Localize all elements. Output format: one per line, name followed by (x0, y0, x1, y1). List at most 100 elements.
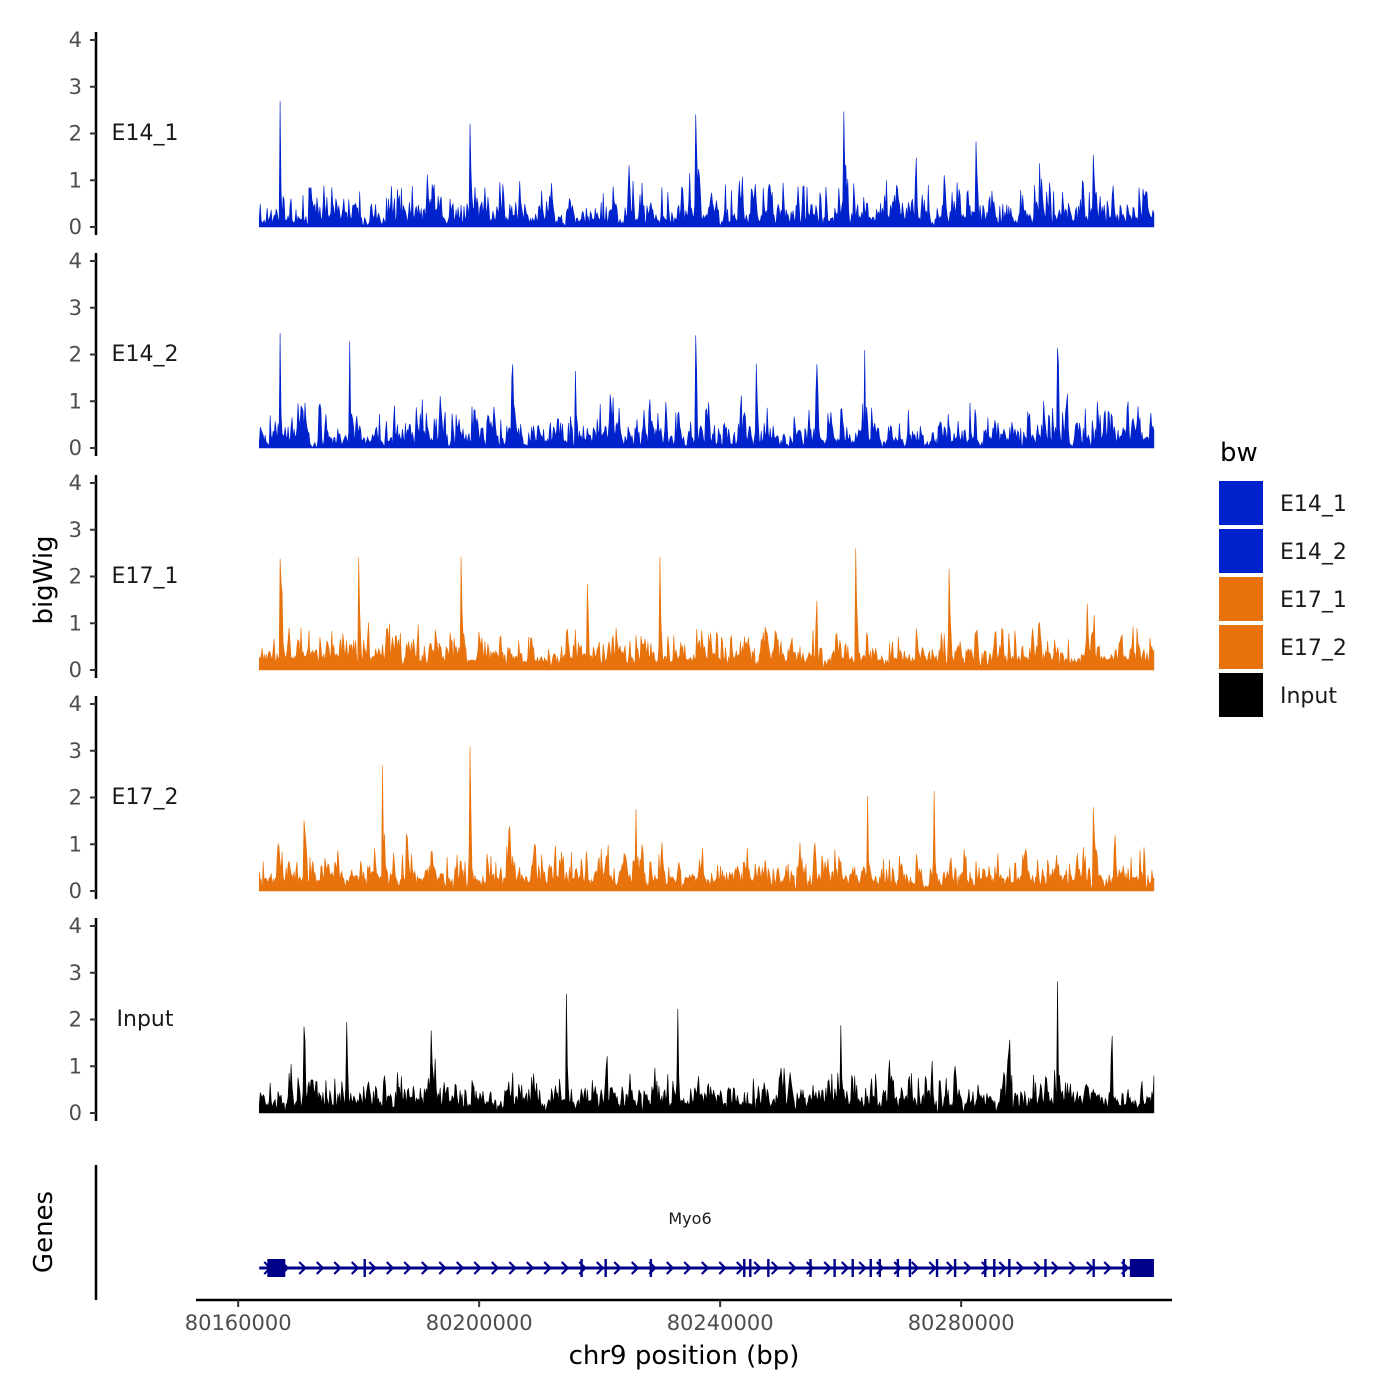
y-tick-label: 0 (69, 658, 82, 682)
strand-arrow (595, 1261, 605, 1275)
strand-arrow (315, 1261, 325, 1275)
y-tick-label: 0 (69, 436, 82, 460)
y-tick-label: 4 (69, 692, 82, 716)
strand-arrow (963, 1261, 972, 1275)
gene-exon (935, 1259, 939, 1277)
strand-arrow (753, 1261, 762, 1275)
legend-swatch (1219, 577, 1263, 621)
gene-exon (363, 1259, 366, 1277)
gene-last-exon (1129, 1259, 1154, 1277)
gene-exon (767, 1259, 770, 1277)
gene-exon (869, 1259, 872, 1277)
strand-arrow (1015, 1261, 1025, 1275)
y-tick-label: 2 (69, 1008, 82, 1032)
gene-exon (604, 1259, 607, 1277)
legend-label: E17_1 (1280, 588, 1347, 613)
y-tick-label: 3 (69, 75, 82, 99)
y-tick-label: 1 (69, 168, 82, 192)
coverage-area (258, 981, 1155, 1114)
coverage-tracks: 0 1 2 3 4 E14_1 0 1 2 3 4 E14_2 0 1 2 3 4 E17_1 0 1 2 3 4 E17_2… (69, 28, 1155, 1125)
strand-arrow (420, 1261, 430, 1275)
strand-arrow (980, 1261, 990, 1275)
strand-arrow (613, 1261, 622, 1275)
gene-exon (649, 1259, 653, 1277)
strand-arrow (998, 1261, 1007, 1275)
coverage-area (258, 332, 1155, 449)
legend-label: E17_2 (1280, 636, 1347, 661)
strand-arrow (403, 1261, 412, 1275)
gene-exon (809, 1259, 812, 1277)
track-label: E17_2 (112, 785, 179, 810)
x-tick-label: 80280000 (908, 1311, 1015, 1335)
gene-exon (878, 1259, 882, 1277)
gene-exon (908, 1259, 912, 1277)
gene-exon (993, 1259, 996, 1277)
legend-label: E14_1 (1280, 492, 1347, 517)
gene-exon (984, 1259, 987, 1277)
y-tick-label: 4 (69, 914, 82, 938)
gene-exon (851, 1259, 854, 1277)
strand-arrow (1033, 1261, 1042, 1275)
gene-exon (896, 1259, 900, 1277)
y-tick-label: 4 (69, 471, 82, 495)
track-E14_1: 0 1 2 3 4 E14_1 (69, 28, 1155, 239)
strand-arrow (770, 1261, 780, 1275)
track-E17_2: 0 1 2 3 4 E17_2 (69, 692, 1155, 903)
y-tick-label: 2 (69, 786, 82, 810)
y-tick-label: 1 (69, 832, 82, 856)
gene-panel: Genes Myo6 (29, 1165, 1154, 1300)
gene-exon (1008, 1259, 1011, 1277)
legend-label: Input (1280, 684, 1337, 709)
strand-arrow (490, 1261, 500, 1275)
x-tick-label: 80240000 (667, 1311, 774, 1335)
gene-exon (580, 1259, 583, 1277)
strand-arrow (350, 1261, 360, 1275)
y-tick-label: 3 (69, 739, 82, 763)
legend-title: bw (1220, 438, 1258, 468)
legend-label: E14_2 (1280, 540, 1347, 565)
x-tick-label: 80200000 (426, 1311, 533, 1335)
y-tick-label: 1 (69, 1054, 82, 1078)
track-Input: 0 1 2 3 4 Input (69, 914, 1155, 1125)
strand-arrow (543, 1261, 552, 1275)
y-tick-label: 0 (69, 1101, 82, 1125)
strand-arrow (858, 1261, 867, 1275)
strand-arrow (333, 1261, 342, 1275)
track-label: Input (117, 1007, 174, 1032)
strand-arrow (718, 1261, 727, 1275)
gene-exon (1044, 1259, 1047, 1277)
strand-arrow (788, 1261, 797, 1275)
strand-arrow (560, 1261, 570, 1275)
strand-arrow (665, 1261, 675, 1275)
gene-first-exon (267, 1259, 286, 1277)
track-E17_1: 0 1 2 3 4 E17_1 (69, 471, 1155, 682)
strand-arrow (508, 1261, 517, 1275)
gene-exon (1092, 1259, 1095, 1277)
gene-exon (953, 1259, 957, 1277)
strand-arrow (298, 1261, 307, 1275)
x-axis: 80160000 80200000 80240000 80280000 (185, 1298, 1172, 1335)
strand-arrow (910, 1261, 920, 1275)
gene-exon (833, 1259, 836, 1277)
legend-swatch (1219, 529, 1263, 573)
strand-arrow (385, 1261, 395, 1275)
gene-exon (1122, 1259, 1126, 1277)
strand-arrow (928, 1261, 937, 1275)
strand-arrow (893, 1261, 902, 1275)
gene-name-label: Myo6 (668, 1209, 711, 1228)
y-tick-label: 1 (69, 611, 82, 635)
y-tick-label: 2 (69, 122, 82, 146)
strand-arrow (823, 1261, 832, 1275)
coverage-area (258, 548, 1155, 671)
y-axis-title: bigWig (29, 535, 59, 624)
gene-exon (749, 1259, 752, 1277)
y-tick-label: 0 (69, 879, 82, 903)
strand-arrow (473, 1261, 482, 1275)
legend-swatch (1219, 481, 1263, 525)
y-tick-label: 3 (69, 961, 82, 985)
strand-arrow (1050, 1261, 1060, 1275)
strand-arrow (368, 1261, 377, 1275)
y-tick-label: 3 (69, 518, 82, 542)
